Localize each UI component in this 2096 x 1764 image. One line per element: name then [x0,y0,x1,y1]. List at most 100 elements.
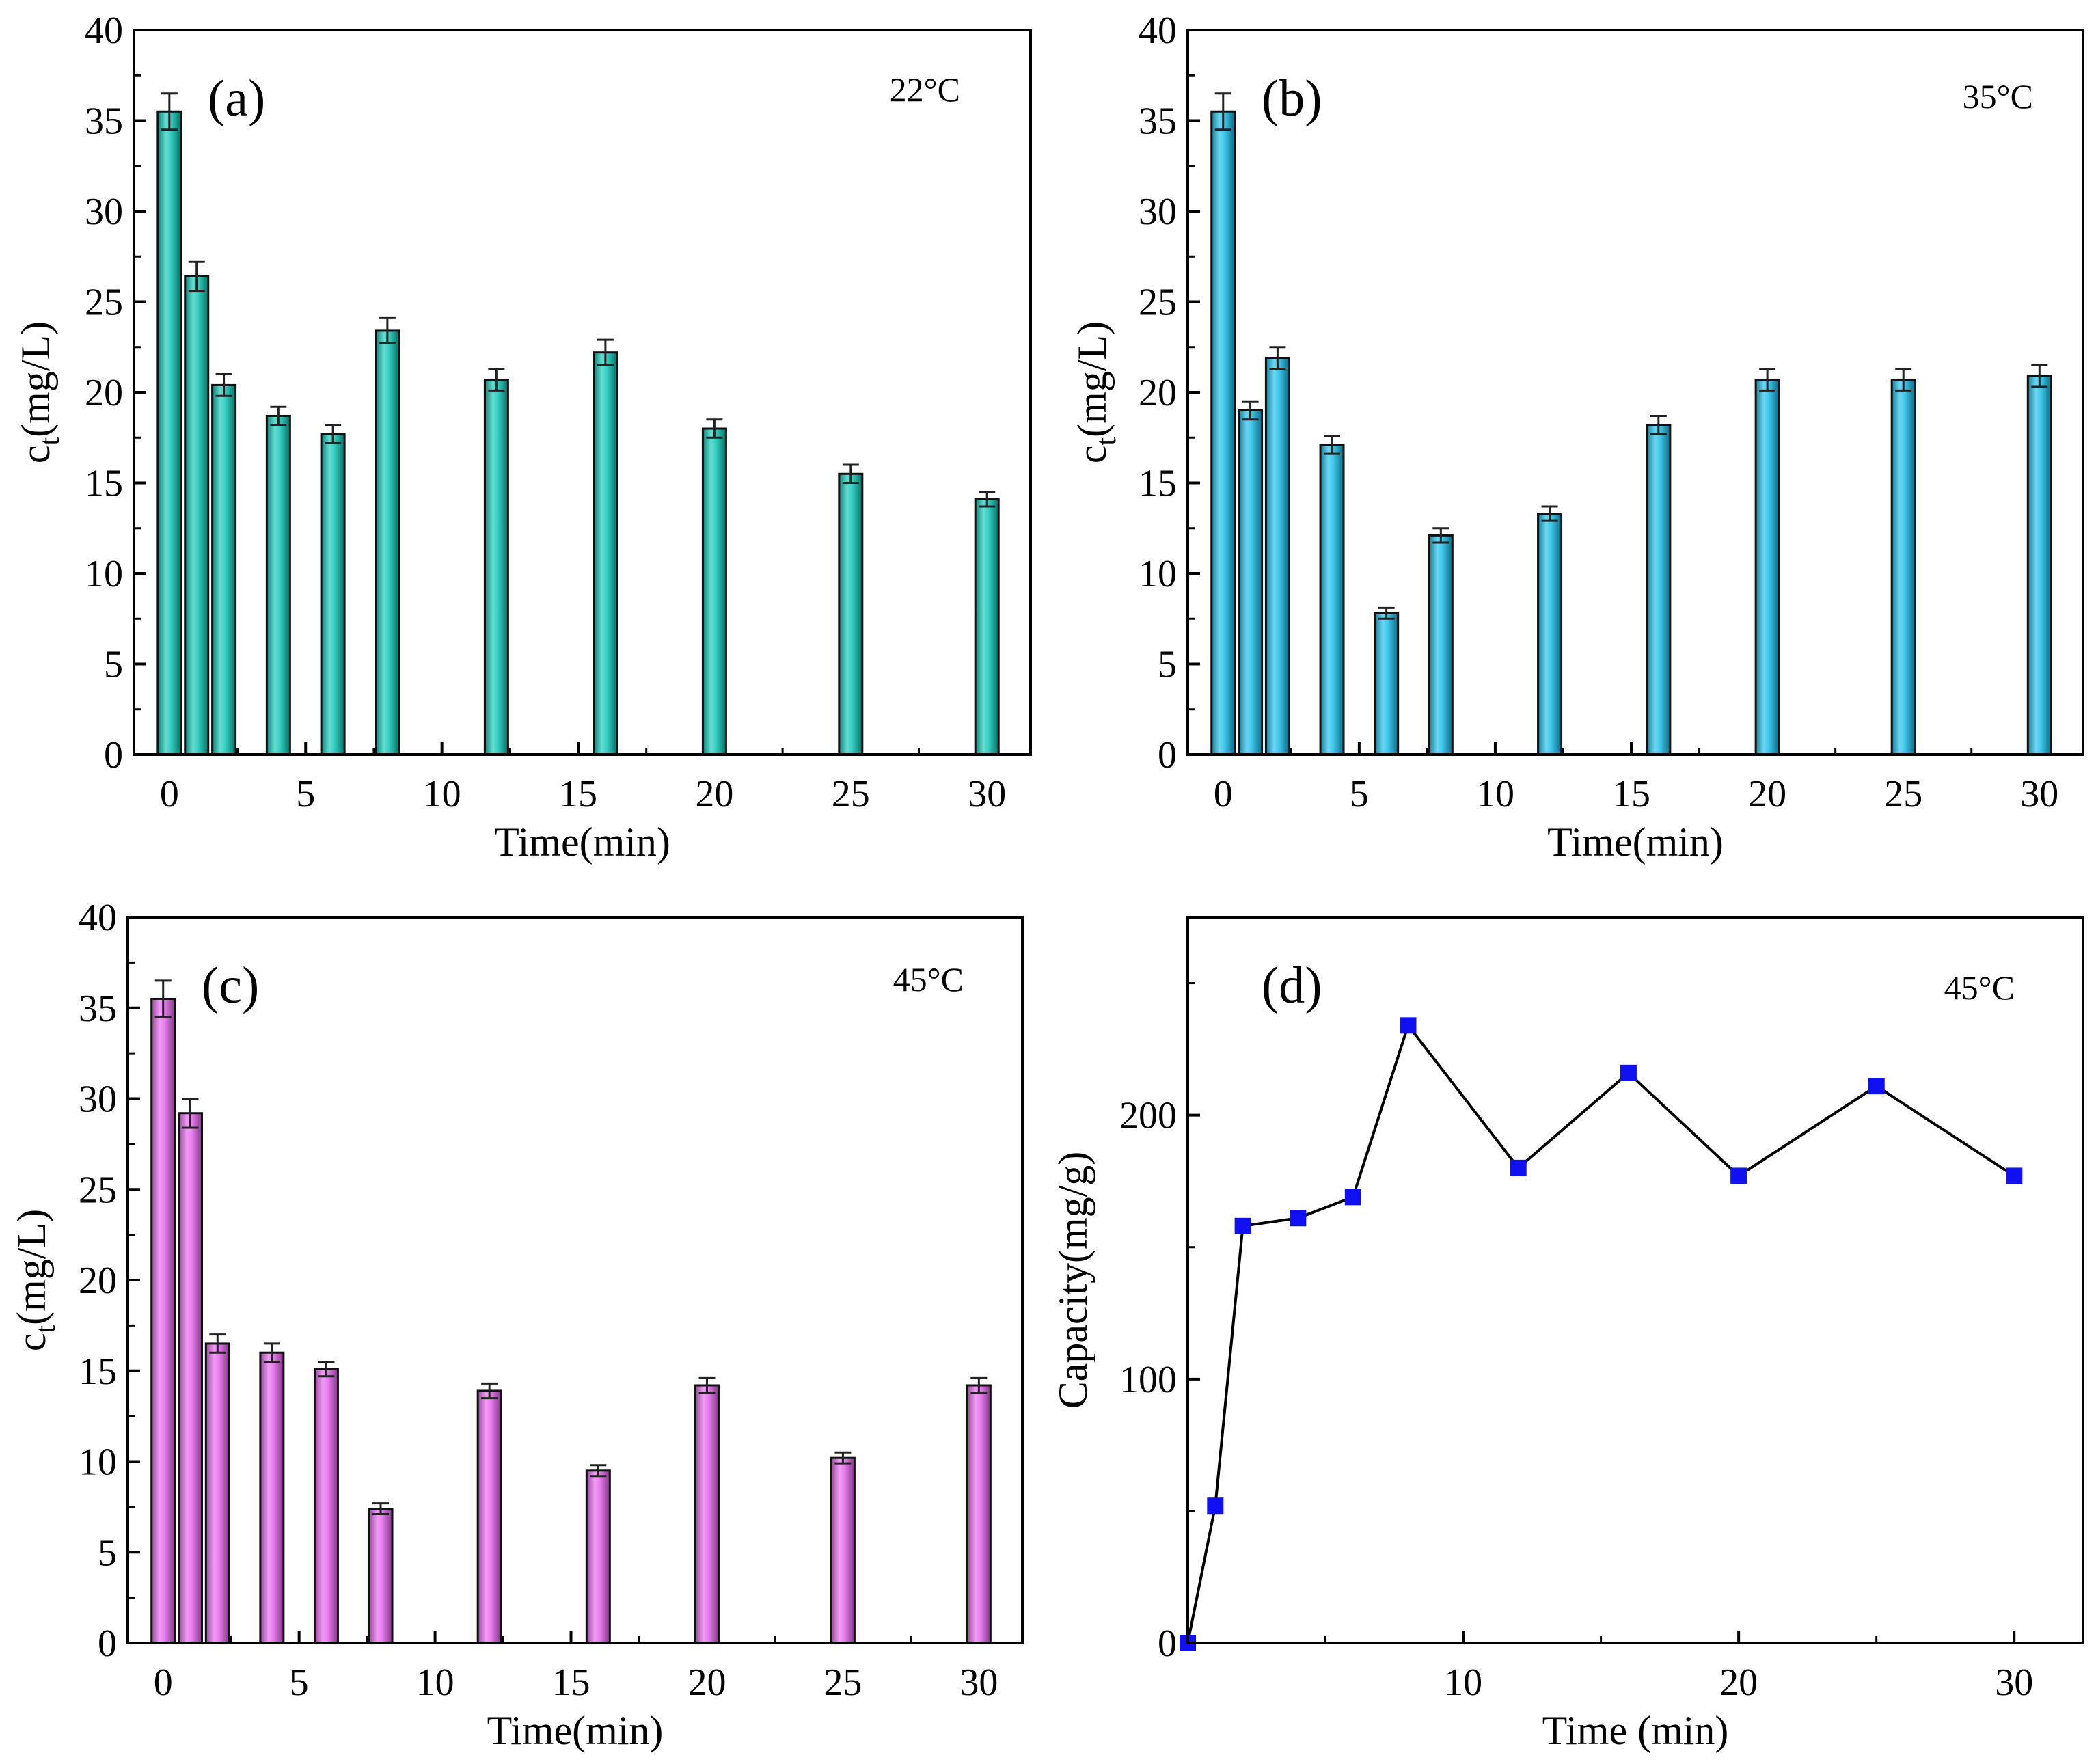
bar [974,498,1000,756]
bar [178,1112,204,1644]
data-point [1290,1210,1307,1227]
y-tick-label: 15 [85,463,123,505]
y-tick-label: 40 [85,10,123,52]
bar [1537,513,1563,756]
x-tick-label: 10 [1476,773,1514,815]
panel-label: (d) [1262,957,1322,1014]
x-tick-label: 10 [1444,1661,1482,1704]
bar [701,427,727,756]
y-axis-label-rest: (mg/L) [13,321,58,437]
x-tick-label: 0 [1214,773,1233,815]
y-tick-label: 20 [85,372,123,414]
bar [476,1389,502,1644]
y-tick-label: 5 [1158,644,1177,686]
temperature-label: 45°C [1944,968,2015,1007]
y-tick-label: 0 [104,734,123,776]
x-tick-label: 15 [552,1661,590,1704]
x-axis-label: Time(min) [1547,819,1724,865]
y-axis-label-sub: t [30,1325,62,1333]
y-tick-label: 40 [1139,10,1177,52]
y-tick-label: 15 [79,1351,117,1393]
bar [1428,534,1454,756]
panel-d: 0 100 200 10 20 30 Capacity(mg/g) Time (min) (d)… [1050,916,2084,1753]
data-point [2006,1167,2023,1184]
bar [1264,357,1290,756]
x-tick-label: 20 [1719,1661,1758,1704]
y-tick-label: 200 [1119,1095,1177,1137]
bar [204,1342,230,1644]
y-tick-label: 30 [1139,191,1177,233]
data-point [1344,1189,1361,1206]
panel-label: (c) [202,957,259,1014]
y-tick-label: 5 [104,644,123,686]
x-tick-label: 5 [290,1661,309,1704]
y-tick-label: 15 [1139,463,1177,505]
bar [320,433,346,756]
y-tick-label: 35 [85,100,123,143]
x-tick-label: 0 [154,1661,173,1704]
y-tick-label: 5 [98,1532,117,1574]
bar [265,414,291,756]
y-axis-label-main: c [1070,445,1115,463]
bar [211,383,237,756]
panel-a: 0 5 10 15 20 25 30 35 40 0 5 10 15 20 25 30 ct(mg/L) Time… [13,10,1032,865]
y-axis-label: ct(mg/L) [1070,321,1122,463]
x-tick-label: 30 [968,773,1006,815]
x-tick-label: 25 [824,1661,862,1704]
y-tick-label: 10 [1139,553,1177,595]
data-point [1620,1064,1637,1081]
bar [313,1368,339,1644]
data-point [1730,1167,1747,1184]
y-tick-label: 0 [1158,1623,1177,1665]
y-axis-label-sub: t [1091,437,1122,445]
bar [1319,444,1345,756]
data-point [1207,1497,1224,1515]
bar [1238,409,1264,756]
x-tick-label: 20 [688,1661,726,1704]
plot-frame [1186,29,2084,756]
bar [368,1508,394,1644]
bar [830,1456,856,1644]
y-tick-label: 35 [79,988,117,1030]
y-axis-label-rest: (mg/L) [1070,321,1115,437]
bar [156,110,182,756]
y-tick-label: 25 [85,282,123,324]
y-tick-label: 10 [79,1441,117,1484]
bar [259,1351,285,1644]
bar [1374,612,1400,756]
y-axis-label: ct(mg/L) [13,321,66,463]
y-axis-label-main: c [9,1333,54,1351]
x-axis-label: Time (min) [1542,1708,1729,1753]
y-tick-label: 25 [1139,282,1177,324]
y-tick-label: 25 [79,1169,117,1211]
x-tick-label: 25 [1884,773,1922,815]
x-tick-label: 5 [1350,773,1369,815]
y-axis-label: Capacity(mg/g) [1050,1152,1095,1409]
y-tick-label: 0 [1158,734,1177,776]
x-tick-label: 30 [2020,773,2058,815]
bar [1210,110,1236,756]
temperature-label: 35°C [1963,77,2033,116]
y-tick-label: 10 [85,553,123,595]
bar [838,472,864,756]
x-tick-label: 30 [959,1661,998,1704]
data-point [1510,1159,1527,1176]
bar [585,1469,611,1644]
bar [966,1384,992,1644]
data-point [1868,1078,1885,1095]
y-axis-label-rest: (mg/L) [9,1209,54,1325]
temperature-label: 22°C [890,70,960,109]
bar [2026,375,2052,756]
data-point [1234,1217,1251,1234]
panel-label: (a) [208,70,265,127]
x-tick-label: 0 [160,773,179,815]
bar [593,351,618,756]
panel-c: 0 5 10 15 20 25 30 35 40 0 5 10 15 20 25 30 ct(mg/L) Time… [9,897,1024,1753]
x-tick-label: 10 [423,773,461,815]
bar [375,329,400,756]
x-tick-label: 20 [695,773,733,815]
x-tick-label: 10 [416,1661,454,1704]
bar [1754,378,1780,756]
x-axis-label: Time(min) [494,819,670,865]
panel-label: (b) [1262,70,1322,127]
